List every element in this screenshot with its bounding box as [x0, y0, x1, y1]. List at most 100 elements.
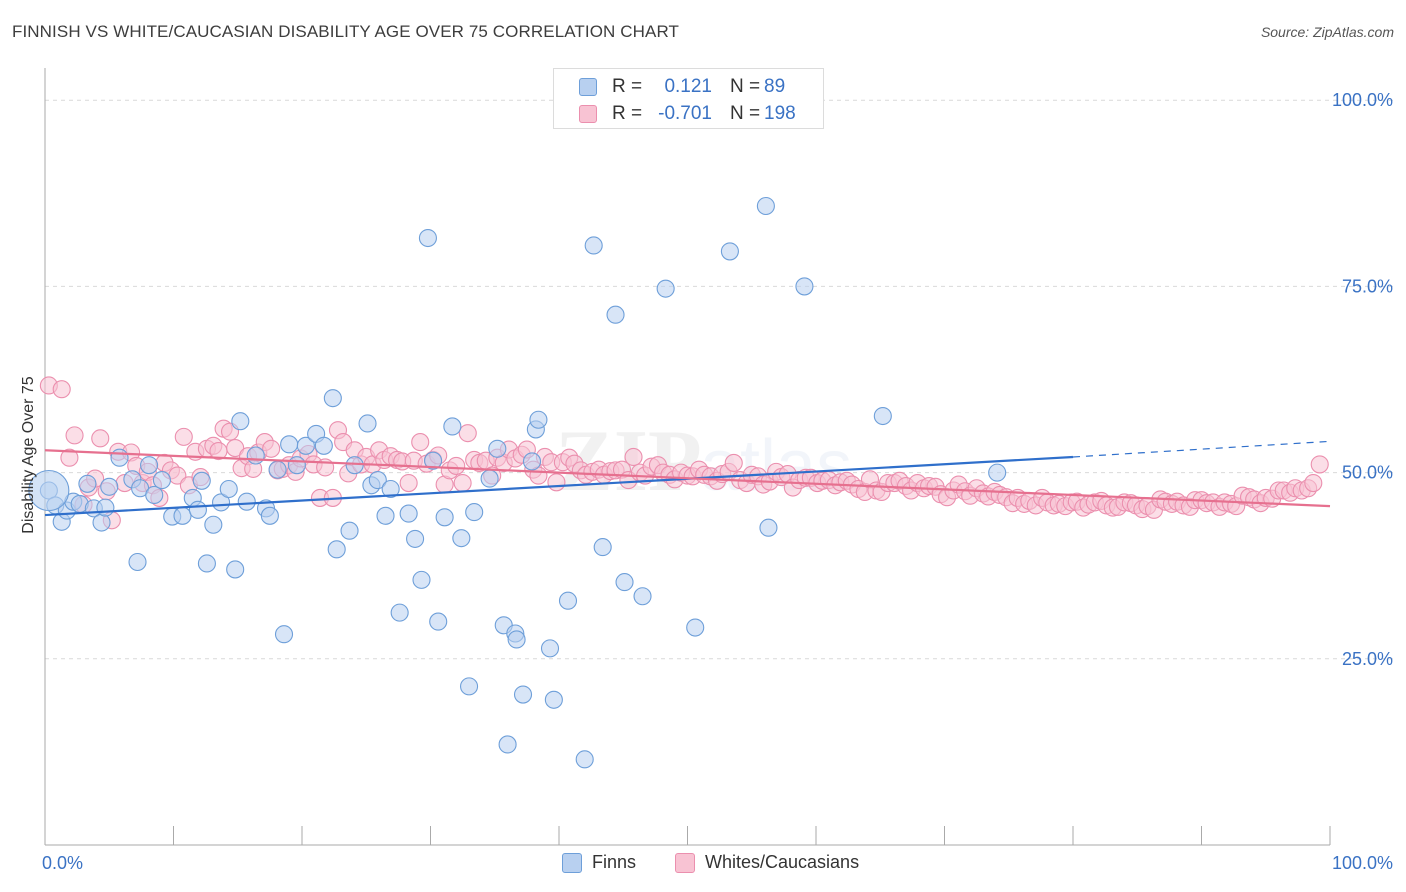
finns-point	[287, 456, 306, 475]
finns-trend-extension	[1072, 440, 1331, 458]
finns-point	[110, 448, 129, 467]
finns-point	[260, 506, 279, 525]
finns-point	[544, 690, 563, 709]
finns-point	[443, 417, 462, 436]
whites-point	[411, 433, 430, 452]
whites-point	[453, 473, 472, 493]
finns-point	[435, 508, 454, 527]
x-tick-label: 0.0%	[42, 853, 83, 873]
whites-legend-label: Whites/Caucasians	[705, 852, 860, 872]
whites-point	[447, 456, 466, 475]
finns-point	[280, 435, 299, 454]
finns-point	[522, 452, 542, 471]
finns-point	[268, 460, 287, 479]
series-finns	[28, 196, 1007, 769]
finns-point	[173, 506, 192, 525]
whites-legend-swatch	[675, 853, 695, 873]
finns-point	[540, 639, 560, 658]
y-tick-label: 100.0%	[1332, 90, 1393, 110]
whites-point	[458, 424, 477, 443]
finns-point	[96, 498, 115, 517]
finns-point	[323, 389, 342, 408]
chart-title: FINNISH VS WHITE/CAUCASIAN DISABILITY AG…	[12, 22, 680, 41]
finns-point	[296, 436, 315, 455]
whites-point	[399, 473, 418, 493]
finns-point	[412, 570, 431, 589]
finns-point	[145, 485, 164, 505]
finns-legend-label: Finns	[592, 852, 637, 872]
r-label: R =	[612, 103, 643, 124]
r-value: -0.701	[658, 103, 712, 124]
finns-point	[615, 573, 634, 592]
finns-point	[529, 410, 548, 429]
correlation-legend: R = 0.121 N = 89 R = -0.701 N = 198	[553, 68, 824, 129]
finns-legend-swatch	[562, 853, 582, 873]
whites-trend-line	[44, 449, 1331, 508]
finns-point	[498, 735, 517, 754]
finns-point	[327, 540, 346, 559]
finns-point	[188, 500, 207, 519]
finns-point	[314, 436, 333, 455]
finns-point	[480, 469, 499, 488]
whites-point	[547, 473, 566, 492]
source-credit: Source: ZipAtlas.com	[1260, 24, 1394, 40]
finns-point	[28, 469, 70, 512]
finns-point	[513, 685, 533, 704]
r-value: 0.121	[664, 76, 712, 97]
finns-point	[92, 513, 111, 532]
whites-swatch	[579, 105, 597, 123]
finns-point	[795, 277, 814, 296]
x-tick-label: 100.0%	[1332, 853, 1393, 873]
whites-point	[624, 447, 643, 467]
legend-row-whites: R = -0.701 N = 198	[554, 102, 823, 126]
whites-point	[65, 426, 84, 445]
finns-point	[424, 451, 443, 470]
finns-point	[656, 279, 675, 298]
finns-point	[246, 446, 265, 465]
finns-point	[429, 612, 448, 631]
n-label: N =	[730, 76, 761, 97]
r-label: R =	[612, 76, 643, 97]
whites-point	[60, 448, 79, 467]
finns-point	[219, 479, 238, 499]
axes	[44, 68, 1331, 846]
legend-row-finns: R = 0.121 N = 89	[554, 75, 823, 99]
finns-trend-line	[44, 455, 1074, 517]
finns-point	[406, 529, 425, 548]
finns-point	[231, 412, 250, 431]
trend-lines	[44, 440, 1331, 517]
y-tick-label: 75.0%	[1342, 276, 1393, 296]
finns-point	[358, 414, 377, 433]
tick-labels: 25.0% 50.0% 75.0% 100.0% 0.0% 100.0%	[42, 90, 1393, 873]
n-value: 89	[764, 76, 786, 97]
n-value: 198	[764, 103, 796, 124]
whites-point	[262, 439, 281, 458]
finns-point	[152, 471, 171, 490]
finns-point	[140, 456, 159, 475]
finns-point	[575, 750, 594, 769]
finns-point	[633, 587, 652, 606]
y-axis-label: Disability Age Over 75	[20, 376, 37, 534]
whites-point	[174, 427, 193, 446]
finns-point	[399, 504, 418, 523]
whites-point	[724, 453, 743, 472]
finns-point	[452, 529, 471, 548]
finns-point	[873, 406, 892, 426]
finns-point	[720, 242, 739, 261]
finns-point	[488, 439, 507, 458]
finns-point	[211, 493, 231, 512]
finns-point	[368, 471, 387, 490]
finns-point	[759, 518, 778, 537]
finns-point	[274, 625, 294, 644]
finns-point	[381, 479, 400, 499]
y-tick-label: 25.0%	[1342, 649, 1393, 669]
finns-point	[192, 471, 211, 490]
finns-point	[237, 492, 256, 511]
finns-point	[686, 618, 705, 637]
finns-point	[988, 463, 1007, 482]
finns-swatch	[579, 78, 597, 96]
finns-point	[340, 521, 359, 540]
finns-point	[507, 630, 526, 649]
finns-point	[756, 196, 775, 216]
